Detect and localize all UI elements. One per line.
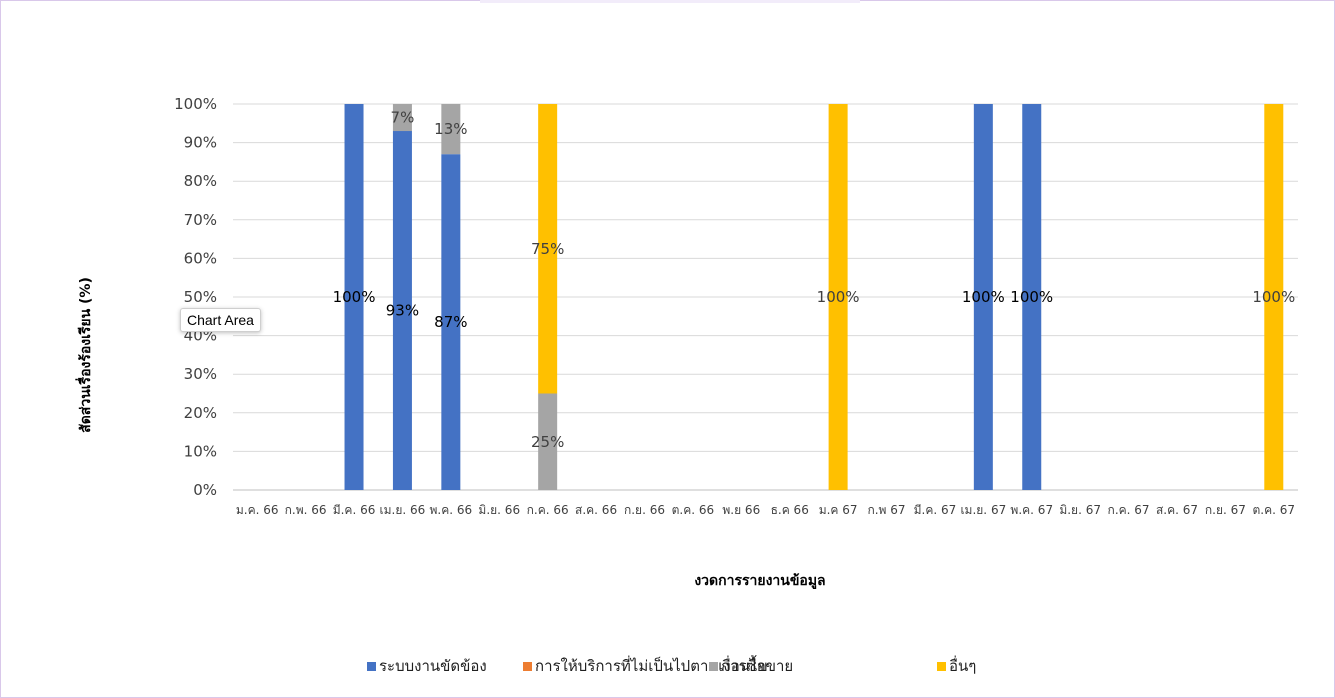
x-tick-label: ต.ค. 67: [1253, 503, 1296, 517]
y-tick-label: 50%: [184, 288, 217, 306]
x-tick-label: ก.พ 67: [867, 503, 905, 517]
data-label: 100%: [333, 288, 376, 306]
x-tick-label: มี.ค. 66: [333, 503, 376, 517]
x-tick-label: ส.ค. 67: [1156, 503, 1198, 517]
bar-segment[interactable]: [1264, 104, 1284, 490]
x-tick-label: พ.ค. 67: [1010, 503, 1053, 517]
legend-swatch: [523, 662, 532, 671]
gridlines: [233, 103, 1298, 491]
y-tick-label: 80%: [184, 172, 217, 190]
x-tick-label: ก.ย. 66: [624, 503, 665, 517]
data-label: 87%: [434, 313, 467, 331]
x-tick-label: เม.ย. 66: [380, 503, 426, 517]
data-label: 93%: [386, 302, 419, 320]
y-tick-label: 30%: [184, 365, 217, 383]
bar-segment[interactable]: [538, 393, 558, 491]
bar-segment[interactable]: [1022, 104, 1042, 490]
x-tick-label: ส.ค. 66: [575, 503, 617, 517]
legend-swatch: [367, 662, 376, 671]
bar-segment[interactable]: [441, 104, 461, 155]
data-label: 13%: [434, 120, 467, 138]
data-labels: 100% 93% 7% 87% 13% 25% 75% 100% 100% 100% 100%: [333, 109, 1296, 451]
data-label: 100%: [1010, 288, 1053, 306]
data-label: 100%: [817, 288, 860, 306]
legend-swatch: [709, 662, 718, 671]
bar-segment[interactable]: [392, 131, 412, 490]
legend-swatch: [937, 662, 946, 671]
x-tick-label: ก.ค. 67: [1108, 503, 1150, 517]
data-label: 7%: [391, 109, 415, 127]
bar-segment[interactable]: [392, 104, 412, 132]
x-tick-label: มิ.ย. 67: [1059, 503, 1101, 517]
data-label: 100%: [962, 288, 1005, 306]
bar-segment[interactable]: [538, 104, 558, 394]
x-tick-label: ม.ค 67: [819, 503, 858, 517]
x-tick-label: ก.พ. 66: [285, 503, 327, 517]
x-tick-label: มี.ค. 67: [914, 503, 957, 517]
x-tick-label: ก.ค. 66: [527, 503, 569, 517]
legend-label: ระบบงานขัดข้อง: [379, 657, 487, 675]
y-tick-label: 10%: [184, 442, 217, 460]
bars: [344, 104, 1284, 491]
y-axis-ticks: 0%10%20%30%40%50%60%70%80%90%100%: [174, 95, 217, 499]
y-axis-title: สัดส่วนเรื่องร้องเรียน (%): [75, 277, 94, 433]
x-axis-ticks: ม.ค. 66 ก.พ. 66 มี.ค. 66 เม.ย. 66 พ.ค. 66 มิ.…: [236, 503, 1295, 517]
x-tick-label: ก.ย. 67: [1205, 503, 1246, 517]
x-tick-label: ธ.ค 66: [771, 503, 809, 517]
top-accent-bar: [480, 0, 860, 3]
x-axis-title: งวดการรายงานข้อมูล: [694, 573, 825, 589]
y-tick-label: 70%: [184, 211, 217, 229]
data-label: 75%: [531, 240, 564, 258]
bar-segment[interactable]: [441, 154, 461, 490]
legend-label: อื่นๆ: [949, 655, 976, 675]
bar-segment[interactable]: [973, 104, 993, 490]
y-tick-label: 90%: [184, 134, 217, 152]
data-label: 25%: [531, 433, 564, 451]
legend[interactable]: ระบบงานขัดข้อง การให้บริการที่ไม่เป็นไปตา…: [367, 655, 976, 675]
y-tick-label: 20%: [184, 404, 217, 422]
x-tick-label: ต.ค. 66: [672, 503, 715, 517]
x-tick-label: พ.ค. 66: [430, 503, 473, 517]
chart-area-tooltip: Chart Area: [180, 308, 261, 332]
x-tick-label: พ.ย 66: [722, 503, 760, 517]
data-label: 100%: [1252, 288, 1295, 306]
y-tick-label: 0%: [193, 481, 217, 499]
bar-segment[interactable]: [344, 104, 364, 490]
x-tick-label: ม.ค. 66: [236, 503, 279, 517]
x-tick-label: เม.ย. 67: [960, 503, 1006, 517]
x-tick-label: มิ.ย. 66: [478, 503, 520, 517]
legend-label: การซื้อขาย: [721, 655, 793, 675]
y-tick-label: 60%: [184, 249, 217, 267]
y-tick-label: 100%: [174, 95, 217, 113]
bar-segment[interactable]: [828, 104, 848, 490]
